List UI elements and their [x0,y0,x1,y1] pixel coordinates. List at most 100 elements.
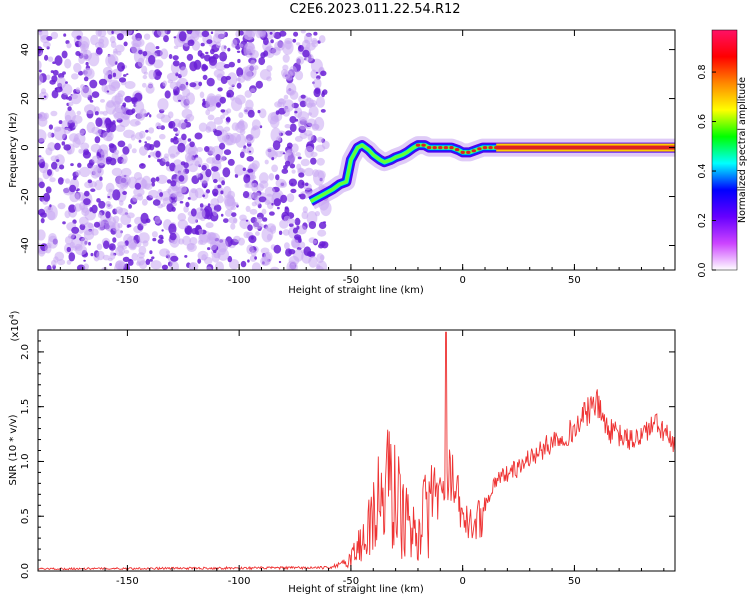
noise-blob [289,163,296,169]
noise-blob [298,116,308,130]
noise-blob [107,196,111,198]
noise-blob [197,228,204,235]
noise-blob [40,217,45,224]
noise-blob [127,143,132,150]
noise-blob [210,31,214,34]
noise-blob [262,217,268,222]
noise-blob [128,259,134,266]
noise-blob [206,121,217,132]
noise-blob [157,123,162,129]
noise-blob [176,187,183,194]
noise-blob [38,208,46,216]
noise-blob [223,149,232,156]
noise-blob [62,71,66,75]
noise-blob [126,224,130,228]
noise-blob [121,65,125,70]
noise-blob [179,200,184,204]
noise-blob [47,131,53,139]
noise-blob [234,94,246,105]
noise-blob [153,69,162,81]
noise-blob [187,243,195,251]
noise-blob [69,133,79,142]
noise-blob [47,56,54,62]
noise-blob [167,184,180,198]
noise-blob [245,205,251,212]
noise-blob [109,36,116,44]
noise-blob [96,198,101,203]
noise-blob [38,156,45,163]
noise-blob [147,82,154,88]
noise-blob [212,192,218,197]
noise-blob [295,152,302,157]
colorbar-tick-label: 0.2 [697,213,708,228]
noise-blob [58,120,63,125]
noise-blob [301,182,305,186]
ridge-peak [488,146,493,150]
noise-blob [195,230,200,235]
noise-blob [109,253,116,260]
noise-blob [90,164,101,179]
noise-blob [121,167,132,177]
noise-blob [298,45,302,49]
noise-blob [310,69,318,79]
noise-blob [313,169,325,186]
noise-blob [85,61,89,66]
noise-blob [100,149,109,160]
noise-blob [198,122,208,132]
ridge-peak [477,147,482,151]
noise-blob [123,129,135,139]
noise-blob [80,142,90,151]
noise-blob [103,240,110,249]
noise-blob [173,36,177,39]
y-tick-label: 1.0 [20,454,31,470]
noise-blob [161,229,164,232]
snr-series-line [38,331,675,571]
noise-blob [106,101,115,108]
x-tick-label: -50 [343,275,359,286]
noise-blob [149,258,153,262]
colorbar-tick-label: 0.8 [697,65,708,80]
noise-blob [286,260,298,270]
noise-blob [97,212,103,218]
noise-blob [198,81,203,87]
noise-blob [48,124,54,130]
noise-blob [43,95,47,98]
noise-blob [68,252,76,262]
noise-blob [117,207,129,216]
noise-blob [138,139,142,143]
noise-blob [158,234,164,239]
noise-blob [207,247,211,251]
noise-blob [230,223,236,230]
noise-blob [298,172,305,178]
noise-blob [300,30,306,34]
noise-blob [106,192,113,200]
noise-blob [204,146,210,152]
noise-blob [225,75,231,81]
noise-blob [117,241,126,248]
noise-blob [68,204,76,213]
noise-blob [311,39,319,48]
colorbar-tick-label: 0.6 [697,114,708,129]
noise-blob [100,99,105,103]
noise-blob [223,218,229,224]
noise-blob [220,44,227,52]
noise-blob [173,127,178,132]
noise-blob [96,243,103,251]
noise-blob [201,254,207,261]
noise-blob [284,160,291,167]
noise-blob [227,158,235,166]
noise-blob [159,248,170,257]
noise-blob [202,101,206,106]
noise-blob [275,174,280,181]
noise-blob [170,255,179,262]
noise-blob [299,193,306,200]
noise-blob [68,96,72,101]
noise-blob [90,252,94,257]
noise-blob [246,156,254,162]
noise-blob [76,110,82,116]
noise-blob [316,136,324,143]
noise-blob [84,190,90,197]
noise-blob [313,88,321,98]
noise-blob [46,204,58,221]
noise-blob [123,74,127,77]
